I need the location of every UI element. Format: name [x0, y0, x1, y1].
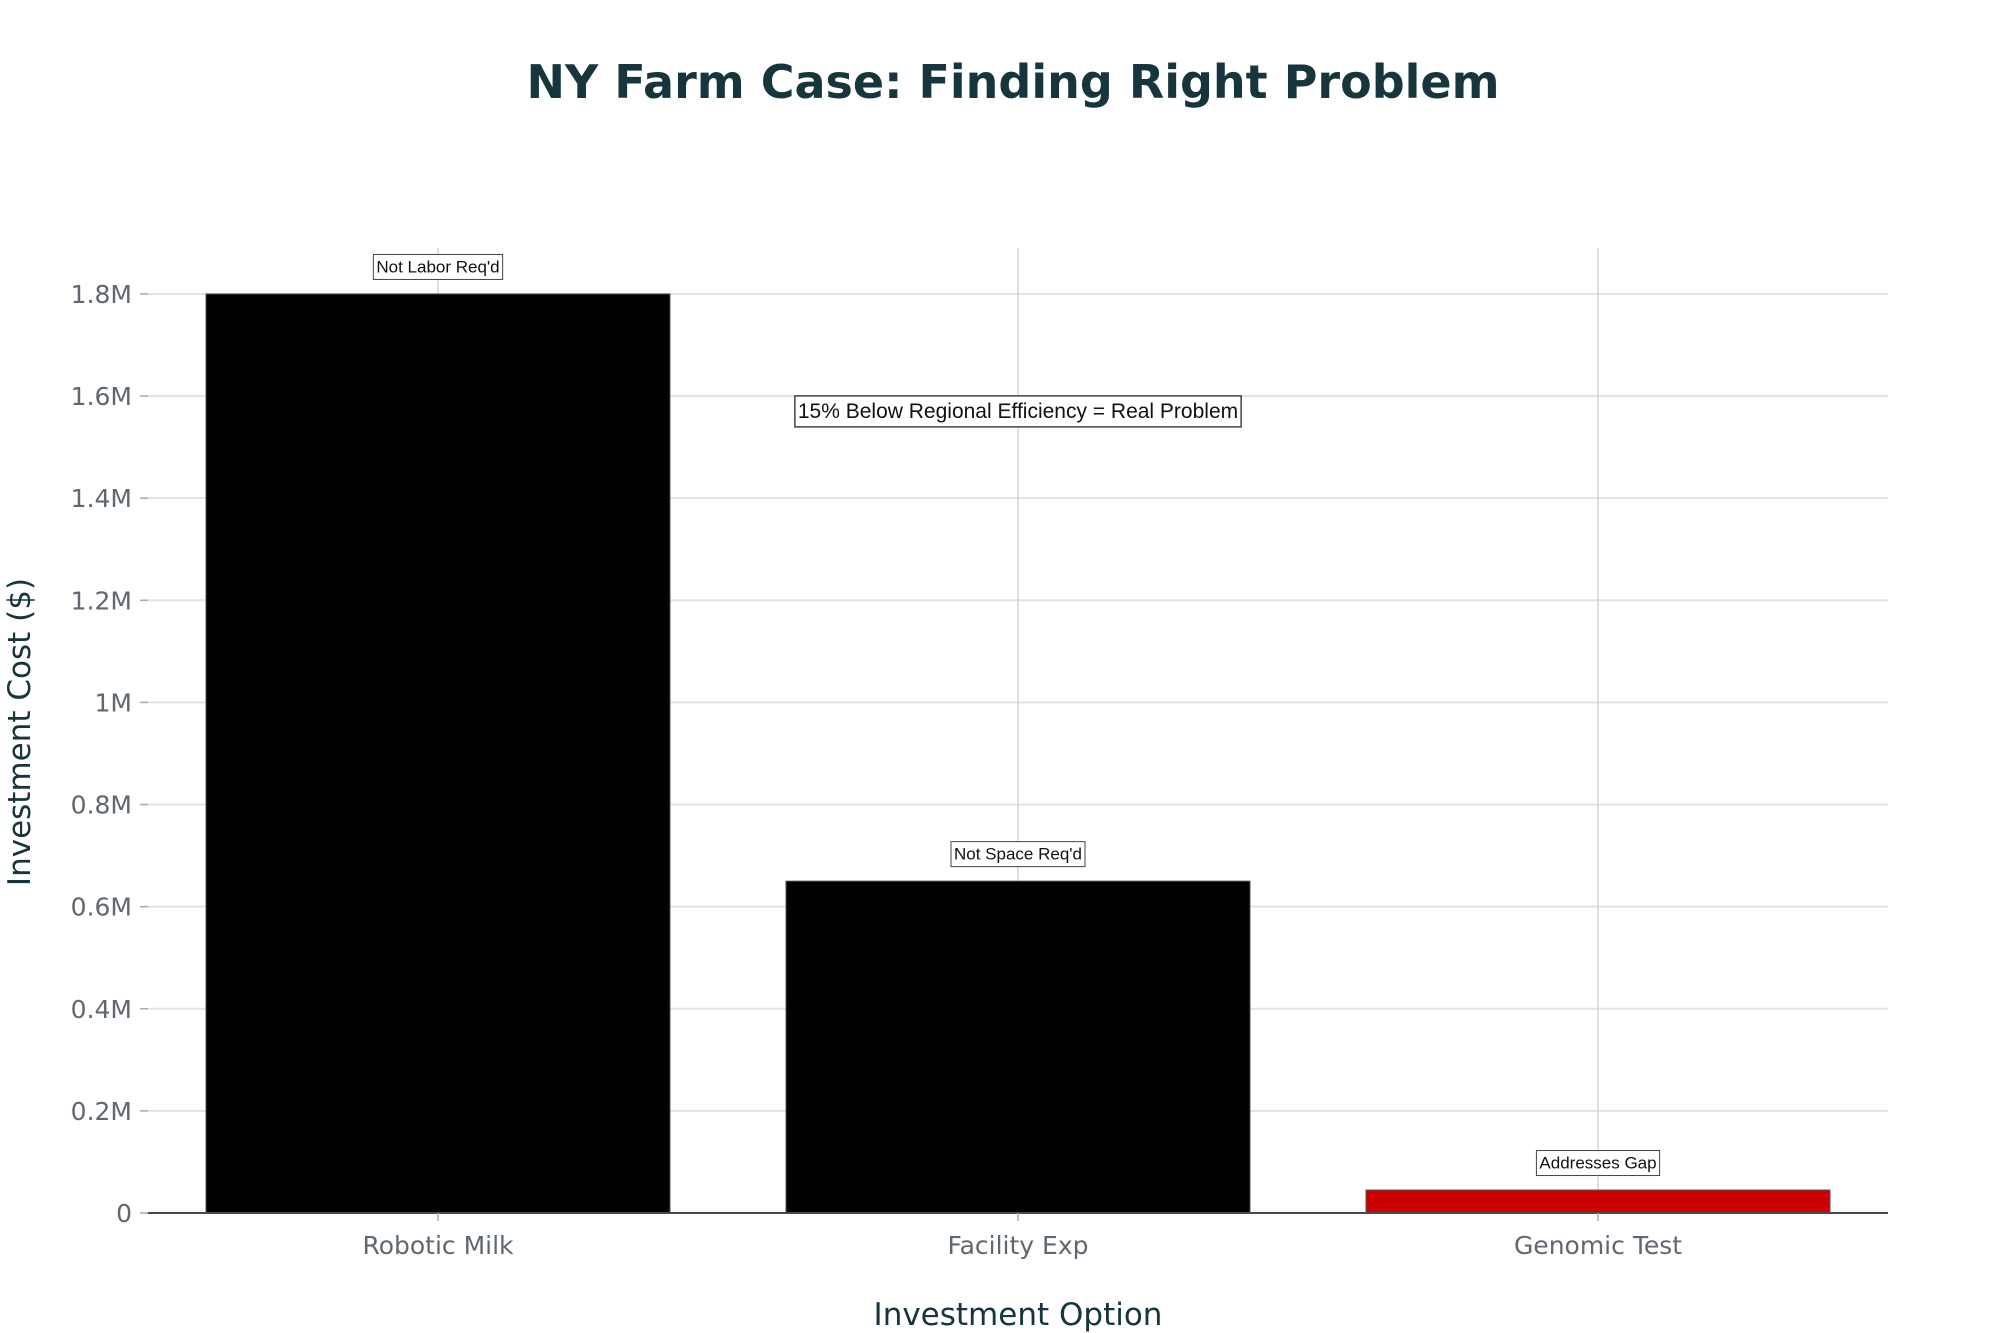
- bar-annotation-text: Addresses Gap: [1539, 1154, 1656, 1173]
- bar-facility-exp: [785, 880, 1251, 1214]
- bar-annotation-box: [372, 253, 504, 280]
- y-tick-label: 1M: [95, 688, 132, 717]
- x-axis-title: Investment Option: [874, 1297, 1163, 1333]
- y-axis-ticks: 0 0.2M 0.4M 0.6M 0.8M 1M 1.2M 1.4M 1.6M 1.8M: [71, 280, 148, 1228]
- bar-annotation: Not Space Req'd: [950, 841, 1086, 868]
- x-tick-label: Robotic Milk: [362, 1231, 514, 1260]
- bar-annotation: Not Labor Req'd: [372, 253, 504, 280]
- center-annotation-box: [794, 395, 1242, 428]
- y-tick-label: 0.6M: [71, 893, 132, 922]
- bar-annotation-text: Not Labor Req'd: [376, 257, 499, 276]
- bars: [205, 293, 1831, 1214]
- bar-annotation-box: [1535, 1150, 1661, 1177]
- y-tick-label: 1.4M: [71, 484, 132, 513]
- center-annotation-text: 15% Below Regional Efficiency = Real Pro…: [798, 400, 1238, 423]
- x-tick-label: Facility Exp: [948, 1231, 1089, 1260]
- annotations: Not Labor Req'd Not Space Req'd Addresses …: [372, 253, 1661, 1177]
- center-annotation: 15% Below Regional Efficiency = Real Pro…: [794, 395, 1242, 428]
- bar-genomic-test: [1365, 1189, 1831, 1214]
- y-tick-label: 0.4M: [71, 995, 132, 1024]
- chart-title: NY Farm Case: Finding Right Problem: [526, 55, 1499, 109]
- bar-annotation-text: Not Space Req'd: [954, 845, 1082, 864]
- y-axis-title: Investment Cost ($): [2, 578, 38, 886]
- x-tick-label: Genomic Test: [1514, 1231, 1682, 1260]
- y-tick-label: 1.6M: [71, 382, 132, 411]
- bar-annotation-box: [950, 841, 1086, 868]
- y-tick-label: 0.8M: [71, 791, 132, 820]
- bar-annotation: Addresses Gap: [1535, 1150, 1661, 1177]
- y-tick-label: 0: [116, 1199, 132, 1228]
- bar-robotic-milk: [205, 293, 671, 1214]
- y-tick-label: 0.2M: [71, 1097, 132, 1126]
- x-axis-ticks: Robotic Milk Facility Exp Genomic Test: [362, 1213, 1682, 1260]
- y-tick-label: 1.8M: [71, 280, 132, 309]
- y-tick-label: 1.2M: [71, 586, 132, 615]
